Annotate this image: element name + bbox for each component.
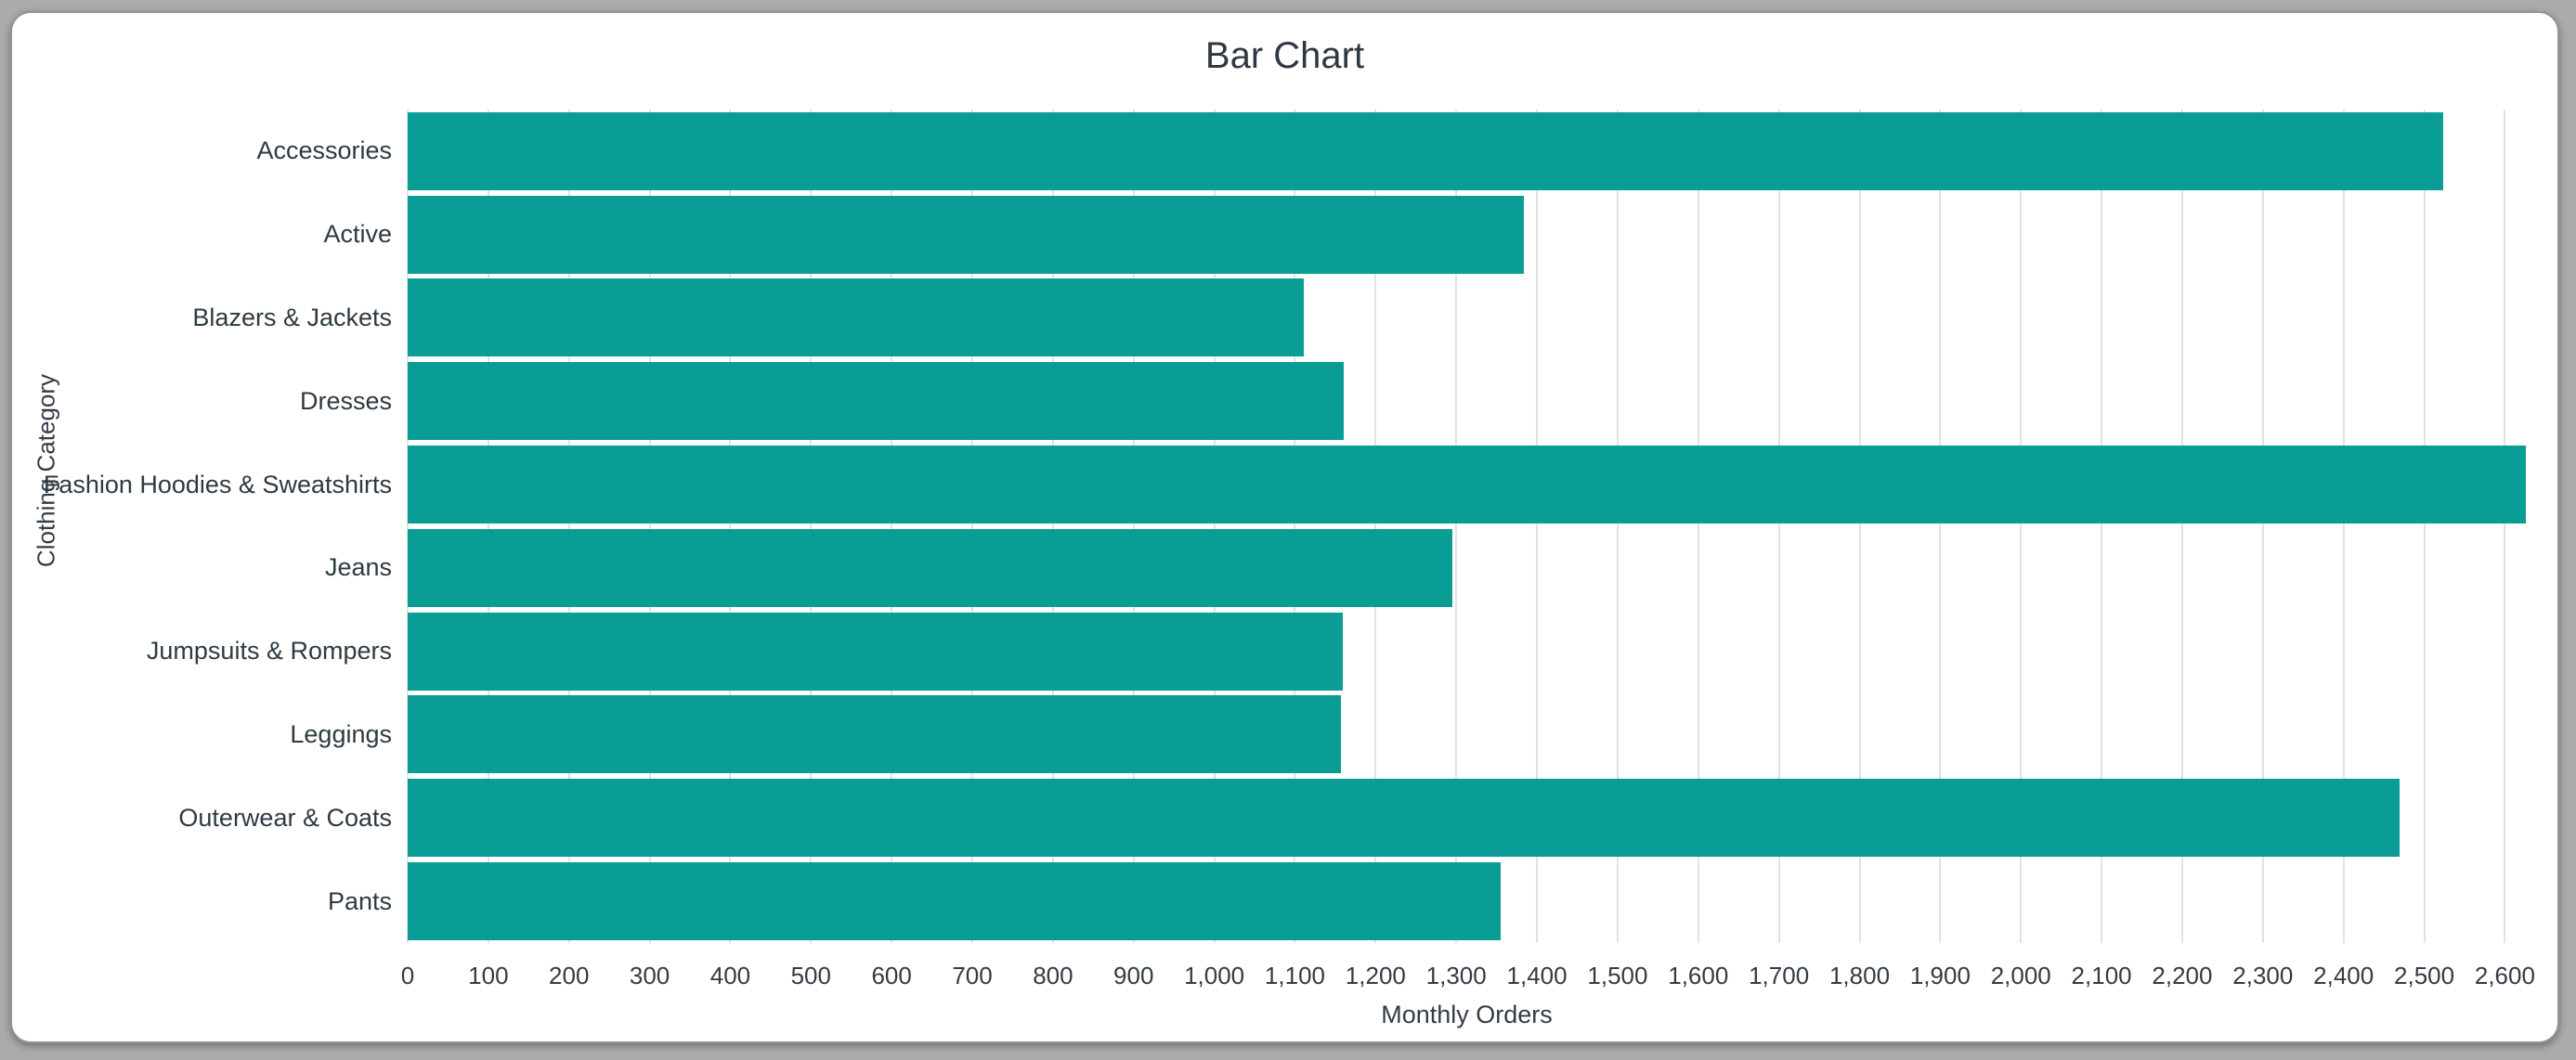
x-tick-label-2-100: 2,100 — [2071, 962, 2132, 989]
x-tick-label-900: 900 — [1113, 962, 1154, 989]
bar-row-dresses — [408, 359, 2526, 443]
gridline-200 — [567, 110, 570, 943]
gridline-600 — [891, 110, 893, 943]
bar-blazers-jackets[interactable] — [408, 278, 1305, 357]
gridline-1-000 — [1213, 110, 1216, 943]
gridline-1-400 — [1536, 110, 1539, 943]
gridline-800 — [1051, 110, 1054, 943]
x-axis-ticks: 0 100 200 300 400 500 600 700 800 900 1,000 1,100 1,… — [401, 962, 2535, 995]
bar-row-pants — [408, 860, 2526, 943]
chart-card: Bar Chart Clothing Category Accessories A… — [10, 11, 2559, 1043]
x-tick-label-300: 300 — [629, 962, 670, 989]
gridline-2-200 — [2180, 110, 2183, 943]
x-tick-label-1-800: 1,800 — [1828, 962, 1891, 989]
bar-fashion-hoodies-sweatshirts[interactable] — [408, 446, 2526, 524]
x-tick-label-100: 100 — [468, 962, 509, 989]
x-tick-label-1-200: 1,200 — [1345, 962, 1406, 989]
bar-rows — [408, 110, 2526, 943]
bar-outerwear-coats[interactable] — [408, 779, 2400, 858]
gridline-1-200 — [1374, 110, 1377, 943]
bar-pants[interactable] — [408, 862, 1501, 941]
bar-row-accessories — [408, 110, 2526, 193]
category-label-leggings: Leggings — [290, 719, 392, 748]
bar-row-jeans — [408, 526, 2526, 610]
gridline-1-900 — [1939, 110, 1942, 943]
x-tick-label-800: 800 — [1033, 962, 1073, 989]
gridline-2-600 — [2504, 110, 2506, 943]
gridline-0 — [407, 110, 409, 943]
gridline-1-100 — [1294, 110, 1296, 943]
category-label-fashion-hoodies-sweatshirts: Fashion Hoodies & Sweatshirts — [43, 470, 392, 498]
plot-area — [407, 110, 2526, 943]
bar-jeans[interactable] — [408, 528, 1452, 607]
category-label-blazers-jackets: Blazers & Jackets — [192, 303, 392, 331]
x-tick-label-1-300: 1,300 — [1425, 962, 1487, 989]
x-tick-label-1-500: 1,500 — [1587, 962, 1648, 989]
gridline-700 — [971, 110, 974, 943]
category-label-accessories: Accessories — [256, 136, 392, 165]
x-tick-label-2-200: 2,200 — [2152, 962, 2213, 989]
x-tick-label-400: 400 — [709, 962, 751, 989]
gridline-1-300 — [1455, 110, 1458, 943]
gridline-1-600 — [1697, 110, 1699, 943]
y-axis-labels: Accessories Active Blazers & Jackets Dresse… — [12, 110, 392, 943]
gridline-2-500 — [2423, 110, 2426, 943]
bar-jumpsuits-rompers[interactable] — [408, 612, 1343, 691]
gridline-500 — [810, 110, 813, 943]
category-label-pants: Pants — [327, 886, 392, 915]
category-label-outerwear-coats: Outerwear & Coats — [178, 803, 392, 832]
bar-dresses[interactable] — [408, 362, 1344, 441]
chart-title: Bar Chart — [1204, 35, 1365, 76]
gridline-900 — [1132, 110, 1135, 943]
bar-active[interactable] — [408, 195, 1525, 274]
gridline-300 — [648, 110, 651, 943]
x-tick-label-1-700: 1,700 — [1749, 962, 1810, 989]
x-tick-label-200: 200 — [549, 962, 590, 989]
x-tick-label-2-300: 2,300 — [2232, 962, 2294, 989]
x-tick-label-2-500: 2,500 — [2394, 962, 2455, 989]
bar-accessories[interactable] — [408, 111, 2444, 190]
x-tick-label-700: 700 — [952, 962, 993, 989]
gridline-100 — [487, 110, 489, 943]
x-tick-label-2-000: 2,000 — [1990, 962, 2051, 989]
gridline-400 — [729, 110, 732, 943]
x-tick-label-500: 500 — [790, 962, 831, 989]
category-label-jumpsuits-rompers: Jumpsuits & Rompers — [146, 637, 392, 666]
x-tick-label-2-600: 2,600 — [2474, 962, 2535, 989]
x-tick-label-1-100: 1,100 — [1264, 962, 1326, 989]
x-tick-label-2-400: 2,400 — [2313, 962, 2374, 989]
x-tick-label-1-900: 1,900 — [1909, 962, 1971, 989]
x-tick-label-1-400: 1,400 — [1506, 962, 1568, 989]
x-tick-label-1-000: 1,000 — [1184, 962, 1245, 989]
gridline-2-400 — [2342, 110, 2345, 943]
bar-row-fashion-hoodies-sweatshirts — [408, 443, 2526, 526]
x-tick-label-0: 0 — [400, 962, 415, 989]
gridline-1-500 — [1616, 110, 1619, 943]
category-label-active: Active — [323, 220, 392, 249]
bar-leggings[interactable] — [408, 695, 1341, 774]
x-axis-title: Monthly Orders — [1381, 1001, 1553, 1028]
bar-row-outerwear-coats — [408, 776, 2526, 860]
bar-row-jumpsuits-rompers — [408, 610, 2526, 693]
bar-row-leggings — [408, 693, 2526, 777]
bar-row-active — [408, 193, 2526, 277]
bar-row-blazers-jackets — [408, 277, 2526, 360]
gridline-2-300 — [2261, 110, 2264, 943]
category-label-dresses: Dresses — [299, 386, 392, 415]
gridline-2-100 — [2101, 110, 2103, 943]
gridline-2-000 — [2020, 110, 2023, 943]
x-tick-label-1-600: 1,600 — [1668, 962, 1729, 989]
gridline-1-700 — [1777, 110, 1780, 943]
gridline-1-800 — [1858, 110, 1861, 943]
category-label-jeans: Jeans — [324, 553, 392, 582]
x-tick-label-600: 600 — [871, 962, 912, 989]
